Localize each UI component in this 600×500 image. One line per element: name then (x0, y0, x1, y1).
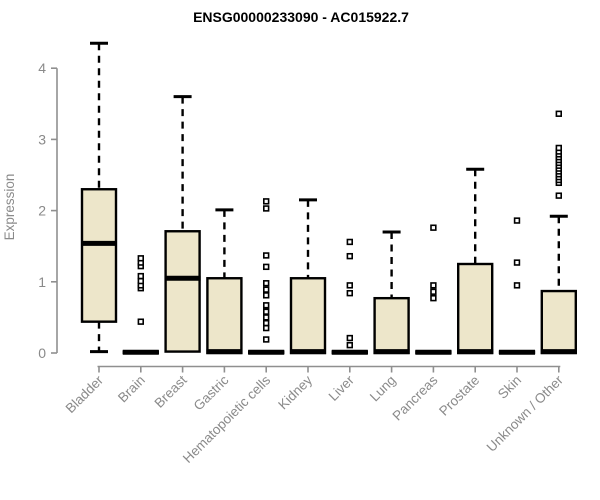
outlier-point (430, 294, 437, 302)
outlier-point (430, 288, 437, 295)
box-group-liver (331, 238, 368, 355)
outlier-point (262, 292, 270, 299)
outlier-point (262, 319, 270, 327)
outlier-point (346, 252, 353, 260)
box-rect (289, 277, 327, 355)
box-group-bladder (80, 41, 118, 354)
outlier-point (262, 308, 270, 315)
x-tick-label-lung: Lung (367, 373, 399, 405)
x-tick-label-liver: Liver (326, 372, 358, 404)
outlier-point (262, 302, 270, 309)
box-group-skin (498, 217, 536, 355)
x-tick-label-breast: Breast (152, 372, 190, 410)
box-rect (540, 289, 577, 355)
outlier-point (262, 314, 270, 321)
y-tick-label: 0 (38, 345, 46, 361)
outlier-point (262, 198, 270, 205)
outlier-point (346, 334, 353, 342)
outlier-point (262, 280, 270, 287)
x-tick-label-brain: Brain (115, 373, 148, 406)
x-tick-label-pancreas: Pancreas (390, 372, 441, 423)
outlier-point (555, 144, 563, 152)
box-group-gastric (206, 208, 243, 355)
box-group-hematopoietic-cells (247, 198, 285, 355)
outlier-point (513, 259, 521, 266)
outlier-point (346, 238, 353, 246)
outlier-point (430, 282, 437, 289)
box-group-breast (164, 95, 201, 353)
box-rect (373, 296, 410, 355)
outlier-point (555, 110, 563, 117)
x-tick-label-bladder: Bladder (63, 372, 107, 416)
x-tick-label-prostate: Prostate (436, 373, 482, 419)
x-tick-label-gastric: Gastric (191, 372, 232, 413)
y-tick-label: 3 (38, 131, 46, 147)
box-rect (457, 262, 494, 355)
box-rect (164, 230, 201, 353)
box-rect (206, 277, 243, 355)
outlier-point (137, 272, 144, 280)
box-group-brain (122, 255, 160, 355)
y-tick-label: 2 (38, 203, 46, 219)
outlier-point (137, 318, 144, 325)
box-group-lung (373, 230, 410, 355)
outlier-point (555, 192, 563, 199)
box-group-unknown-other (540, 110, 577, 355)
boxes-layer (80, 41, 577, 355)
outlier-point (137, 255, 144, 262)
outlier-point (430, 224, 437, 231)
outlier-point (262, 263, 270, 271)
outlier-point (513, 217, 521, 224)
box-group-kidney (289, 198, 327, 355)
chart-title: ENSG00000233090 - AC015922.7 (193, 9, 409, 25)
outlier-point (137, 277, 144, 285)
box-group-prostate (457, 167, 494, 355)
y-axis-label: Expression (2, 174, 17, 241)
outlier-point (262, 336, 270, 343)
outlier-point (346, 341, 353, 349)
outlier-point (262, 324, 270, 332)
x-tick-label-kidney: Kidney (275, 372, 315, 412)
outlier-point (262, 286, 270, 293)
outlier-point (346, 282, 353, 289)
y-tick-label: 1 (38, 274, 46, 290)
outlier-point (346, 289, 353, 297)
box-rect (80, 188, 118, 323)
box-group-pancreas (415, 224, 452, 355)
x-tick-label-skin: Skin (495, 373, 524, 402)
outlier-point (513, 282, 521, 289)
y-tick-label: 4 (38, 60, 46, 76)
outlier-point (262, 252, 270, 259)
x-tick-label-unknown-other: Unknown / Other (484, 372, 567, 455)
outlier-point (262, 205, 270, 212)
